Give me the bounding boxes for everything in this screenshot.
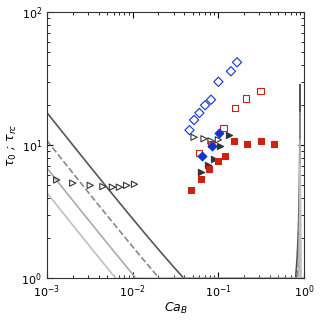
Point bbox=[215, 159, 220, 164]
Point bbox=[132, 182, 137, 187]
Point bbox=[200, 154, 205, 159]
Point bbox=[216, 137, 221, 142]
Point bbox=[117, 185, 122, 190]
Point bbox=[210, 144, 215, 149]
Point bbox=[258, 89, 263, 94]
Point bbox=[218, 144, 223, 149]
Point bbox=[188, 188, 194, 193]
Point bbox=[271, 141, 276, 146]
X-axis label: $Ca_B$: $Ca_B$ bbox=[164, 301, 188, 317]
Point bbox=[226, 132, 231, 137]
Point bbox=[222, 154, 227, 159]
Point bbox=[197, 110, 202, 116]
Point bbox=[198, 176, 203, 181]
Point bbox=[232, 106, 237, 111]
Point bbox=[187, 128, 192, 133]
Point bbox=[216, 79, 221, 84]
Point bbox=[208, 97, 213, 102]
Point bbox=[228, 69, 234, 74]
Point bbox=[100, 184, 106, 189]
Point bbox=[110, 185, 115, 190]
Point bbox=[221, 125, 226, 130]
Point bbox=[231, 138, 236, 143]
Point bbox=[70, 181, 75, 186]
Point bbox=[202, 136, 207, 141]
Y-axis label: $\tau_0$ ; $\tau_{rc}$: $\tau_0$ ; $\tau_{rc}$ bbox=[5, 124, 19, 167]
Point bbox=[191, 135, 196, 140]
Point bbox=[191, 118, 196, 123]
Point bbox=[259, 138, 264, 143]
Point bbox=[245, 141, 250, 146]
Point bbox=[124, 183, 129, 188]
Point bbox=[198, 169, 203, 175]
Point bbox=[54, 177, 59, 183]
Point bbox=[207, 167, 212, 172]
Point bbox=[208, 138, 213, 143]
Point bbox=[244, 96, 249, 101]
Point bbox=[208, 142, 213, 147]
Point bbox=[217, 131, 222, 136]
Point bbox=[203, 103, 208, 108]
Point bbox=[88, 183, 93, 188]
Point bbox=[235, 60, 240, 65]
Point bbox=[211, 156, 216, 162]
Point bbox=[197, 150, 202, 155]
Point bbox=[205, 163, 210, 168]
